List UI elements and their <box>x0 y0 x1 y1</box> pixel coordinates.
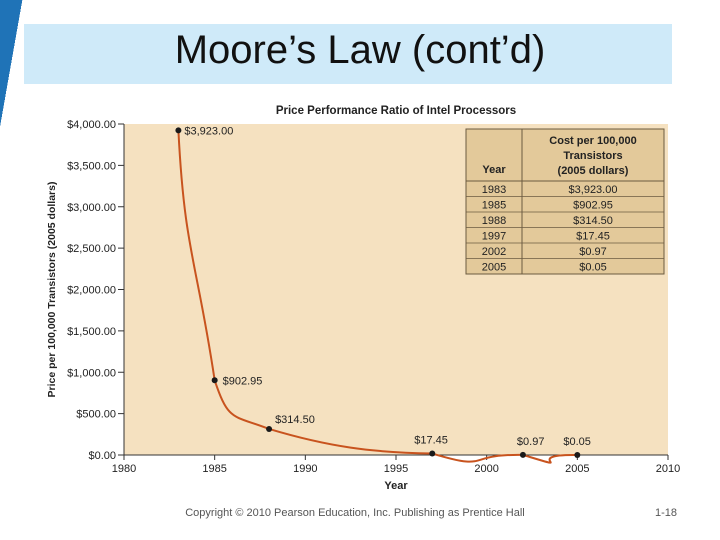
x-axis-label: Year <box>384 480 408 492</box>
y-tick-label: $500.00 <box>76 409 116 421</box>
chart-title: Price Performance Ratio of Intel Process… <box>276 105 516 117</box>
copyright-footer: Copyright © 2010 Pearson Education, Inc.… <box>185 507 525 519</box>
table-cell-cost: $902.95 <box>573 200 613 212</box>
table-header-cost: Transistors <box>563 150 622 162</box>
y-tick-label: $1,500.00 <box>67 326 116 338</box>
table-cell-year: 2005 <box>482 262 506 274</box>
y-tick-label: $1,000.00 <box>67 367 116 379</box>
page-number: 1-18 <box>655 507 678 519</box>
title-band <box>24 24 672 84</box>
data-point <box>574 451 581 458</box>
table-cell-year: 1988 <box>482 215 506 227</box>
x-tick-label: 1995 <box>384 463 408 475</box>
table-cell-year: 1983 <box>482 184 506 196</box>
table-header-cost: Cost per 100,000 <box>549 135 636 147</box>
x-tick-label: 1985 <box>202 463 226 475</box>
data-point <box>211 377 218 384</box>
series-line <box>177 130 578 464</box>
table-header-cost: (2005 dollars) <box>558 165 629 177</box>
table-cell-year: 1985 <box>482 200 506 212</box>
data-label: $0.05 <box>563 436 591 448</box>
data-label: $17.45 <box>414 435 448 447</box>
data-table <box>465 128 665 275</box>
data-label: $3,923.00 <box>184 125 233 137</box>
data-label: $314.50 <box>275 414 315 426</box>
table-cell-year: 1997 <box>482 231 506 243</box>
slide-accent-stripe <box>0 0 78 540</box>
y-tick-label: $2,500.00 <box>67 243 116 255</box>
data-label: $902.95 <box>223 375 263 387</box>
data-point <box>429 450 436 457</box>
slide-title: Moore’s Law (cont’d) <box>174 28 546 72</box>
x-tick-label: 1990 <box>293 463 317 475</box>
data-label: $0.97 <box>517 436 545 448</box>
x-tick-label: 2005 <box>565 463 589 475</box>
y-tick-label: $3,000.00 <box>67 202 116 214</box>
y-tick-label: $3,500.00 <box>67 160 116 172</box>
data-point <box>175 127 182 134</box>
table-cell-cost: $0.05 <box>579 262 607 274</box>
x-tick-label: 1980 <box>112 463 136 475</box>
table-header-year: Year <box>482 164 506 176</box>
y-axis-label: Price per 100,000 Transistors (2005 doll… <box>46 182 58 398</box>
x-tick-label: 2000 <box>474 463 498 475</box>
table-cell-cost: $0.97 <box>579 246 607 258</box>
y-tick-label: $0.00 <box>88 450 116 462</box>
table-cell-cost: $3,923.00 <box>569 184 618 196</box>
table-cell-cost: $314.50 <box>573 215 613 227</box>
table-cell-year: 2002 <box>482 246 506 258</box>
y-tick-label: $4,000.00 <box>67 119 116 131</box>
y-tick-label: $2,000.00 <box>67 285 116 297</box>
data-point <box>519 451 526 458</box>
x-tick-label: 2010 <box>656 463 680 475</box>
table-cell-cost: $17.45 <box>576 231 610 243</box>
data-point <box>266 425 273 432</box>
